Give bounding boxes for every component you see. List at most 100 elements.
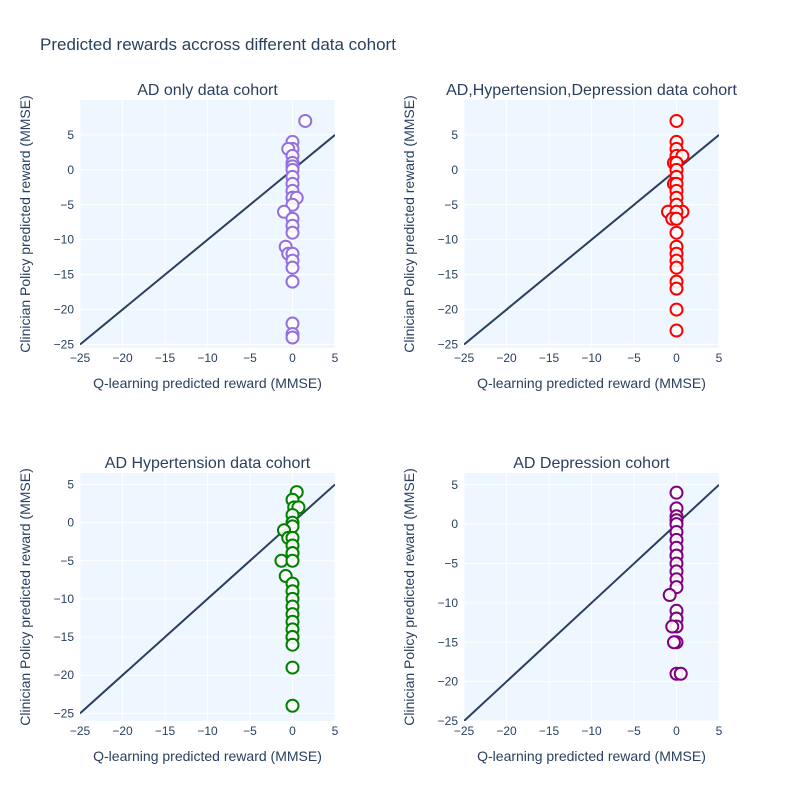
y-tick-label: −10 xyxy=(438,596,459,610)
y-axis-title: Clinician Policy predicted reward (MMSE) xyxy=(401,95,417,353)
y-tick-label: 0 xyxy=(67,516,74,530)
data-point[interactable] xyxy=(285,553,300,568)
y-tick-label: 0 xyxy=(451,517,458,531)
x-tick-label: 5 xyxy=(716,724,723,738)
data-point[interactable] xyxy=(285,660,300,675)
x-axis-title: Q-learning predicted reward (MMSE) xyxy=(93,375,322,391)
data-point[interactable] xyxy=(673,666,688,681)
data-point[interactable] xyxy=(285,330,300,345)
y-tick-label: −25 xyxy=(54,706,75,720)
x-tick-label: 0 xyxy=(673,724,680,738)
x-tick-label: −15 xyxy=(539,351,560,365)
x-axis-title: Q-learning predicted reward (MMSE) xyxy=(477,375,706,391)
y-tick-label: −5 xyxy=(444,198,458,212)
x-tick-label: 0 xyxy=(673,351,680,365)
data-point[interactable] xyxy=(298,113,313,128)
x-tick-label: 5 xyxy=(332,351,339,365)
data-point[interactable] xyxy=(285,698,300,713)
y-tick-label: −10 xyxy=(54,592,75,606)
y-tick-label: −15 xyxy=(54,268,75,282)
marker-group xyxy=(277,113,313,345)
y-tick-label: −5 xyxy=(444,557,458,571)
data-point[interactable] xyxy=(669,302,684,317)
data-point[interactable] xyxy=(285,260,300,275)
x-tick-label: −10 xyxy=(581,351,602,365)
x-tick-label: 5 xyxy=(332,724,339,738)
data-point[interactable] xyxy=(669,323,684,338)
marker-group xyxy=(662,485,688,681)
chart-title: Predicted rewards accross different data… xyxy=(40,35,396,54)
subplot-2: −25 −20 −15 −10 −5 0 5 −25 −20 −15 −10 −5 0 5 AD,Hyper… xyxy=(401,82,737,391)
y-tick-label: −25 xyxy=(438,338,459,352)
x-tick-label: −10 xyxy=(197,351,218,365)
data-point[interactable] xyxy=(666,635,681,650)
y-tick-label: 5 xyxy=(451,128,458,142)
subplot-title: AD only data cohort xyxy=(137,82,278,99)
subplot-title: AD Hypertension data cohort xyxy=(105,455,311,472)
x-tick-label: −25 xyxy=(70,724,91,738)
y-tick-label: −5 xyxy=(60,198,74,212)
x-tick-label: −15 xyxy=(155,351,176,365)
subplot-3: −25 −20 −15 −10 −5 0 5 −25 −20 −15 −10 −5 0 5 AD Hyper… xyxy=(17,455,339,764)
x-tick-label: −5 xyxy=(243,724,257,738)
x-tick-label: 5 xyxy=(716,351,723,365)
data-point[interactable] xyxy=(665,619,680,634)
x-tick-label: −20 xyxy=(112,351,133,365)
y-tick-label: −25 xyxy=(54,338,75,352)
y-tick-label: 5 xyxy=(67,128,74,142)
data-point[interactable] xyxy=(285,225,300,240)
x-tick-label: −25 xyxy=(454,724,475,738)
x-tick-label: 0 xyxy=(289,724,296,738)
y-tick-label: 5 xyxy=(451,478,458,492)
x-tick-label: −10 xyxy=(197,724,218,738)
y-tick-label: −20 xyxy=(54,668,75,682)
subplot-title: AD,Hypertension,Depression data cohort xyxy=(446,82,737,99)
data-point[interactable] xyxy=(669,225,684,240)
x-tick-label: −5 xyxy=(627,351,641,365)
data-point[interactable] xyxy=(669,281,684,296)
data-point[interactable] xyxy=(285,274,300,289)
x-tick-label: −20 xyxy=(112,724,133,738)
x-tick-label: −25 xyxy=(70,351,91,365)
x-axis-title: Q-learning predicted reward (MMSE) xyxy=(477,748,706,764)
y-tick-label: −10 xyxy=(438,233,459,247)
x-tick-label: −20 xyxy=(496,351,517,365)
x-axis-title: Q-learning predicted reward (MMSE) xyxy=(93,748,322,764)
marker-group xyxy=(274,485,306,713)
x-tick-label: −25 xyxy=(454,351,475,365)
data-point[interactable] xyxy=(669,260,684,275)
subplot-1: −25 −20 −15 −10 −5 0 5 −25 −20 −15 −10 −5 0 5 AD only … xyxy=(17,82,339,391)
y-tick-label: −20 xyxy=(438,675,459,689)
data-point[interactable] xyxy=(285,637,300,652)
subplot-4: −25 −20 −15 −10 −5 0 5 −25 −20 −15 −10 −5 0 5 AD Depre… xyxy=(401,455,723,764)
y-tick-label: 0 xyxy=(451,163,458,177)
y-axis-title: Clinician Policy predicted reward (MMSE) xyxy=(17,95,33,353)
subplots: −25 −20 −15 −10 −5 0 5 −25 −20 −15 −10 −5 0 5 AD only … xyxy=(17,82,737,764)
x-tick-label: −5 xyxy=(243,351,257,365)
data-point[interactable] xyxy=(662,588,677,603)
x-tick-label: 0 xyxy=(289,351,296,365)
y-tick-label: 5 xyxy=(67,477,74,491)
y-tick-label: 0 xyxy=(67,163,74,177)
data-point[interactable] xyxy=(669,113,684,128)
y-tick-label: −5 xyxy=(60,554,74,568)
marker-group xyxy=(661,113,690,338)
y-axis-title: Clinician Policy predicted reward (MMSE) xyxy=(17,468,33,726)
x-tick-label: −15 xyxy=(155,724,176,738)
y-tick-label: −15 xyxy=(438,635,459,649)
y-tick-label: −15 xyxy=(438,268,459,282)
x-tick-label: −15 xyxy=(539,724,560,738)
x-tick-label: −5 xyxy=(627,724,641,738)
data-point[interactable] xyxy=(669,485,684,500)
subplot-title: AD Depression cohort xyxy=(513,455,670,472)
data-point[interactable] xyxy=(669,211,684,226)
x-tick-label: −20 xyxy=(496,724,517,738)
y-tick-label: −20 xyxy=(438,303,459,317)
y-tick-label: −20 xyxy=(54,303,75,317)
x-tick-label: −10 xyxy=(581,724,602,738)
y-tick-label: −15 xyxy=(54,630,75,644)
y-tick-label: −10 xyxy=(54,233,75,247)
y-axis-title: Clinician Policy predicted reward (MMSE) xyxy=(401,468,417,726)
y-tick-label: −25 xyxy=(438,714,459,728)
